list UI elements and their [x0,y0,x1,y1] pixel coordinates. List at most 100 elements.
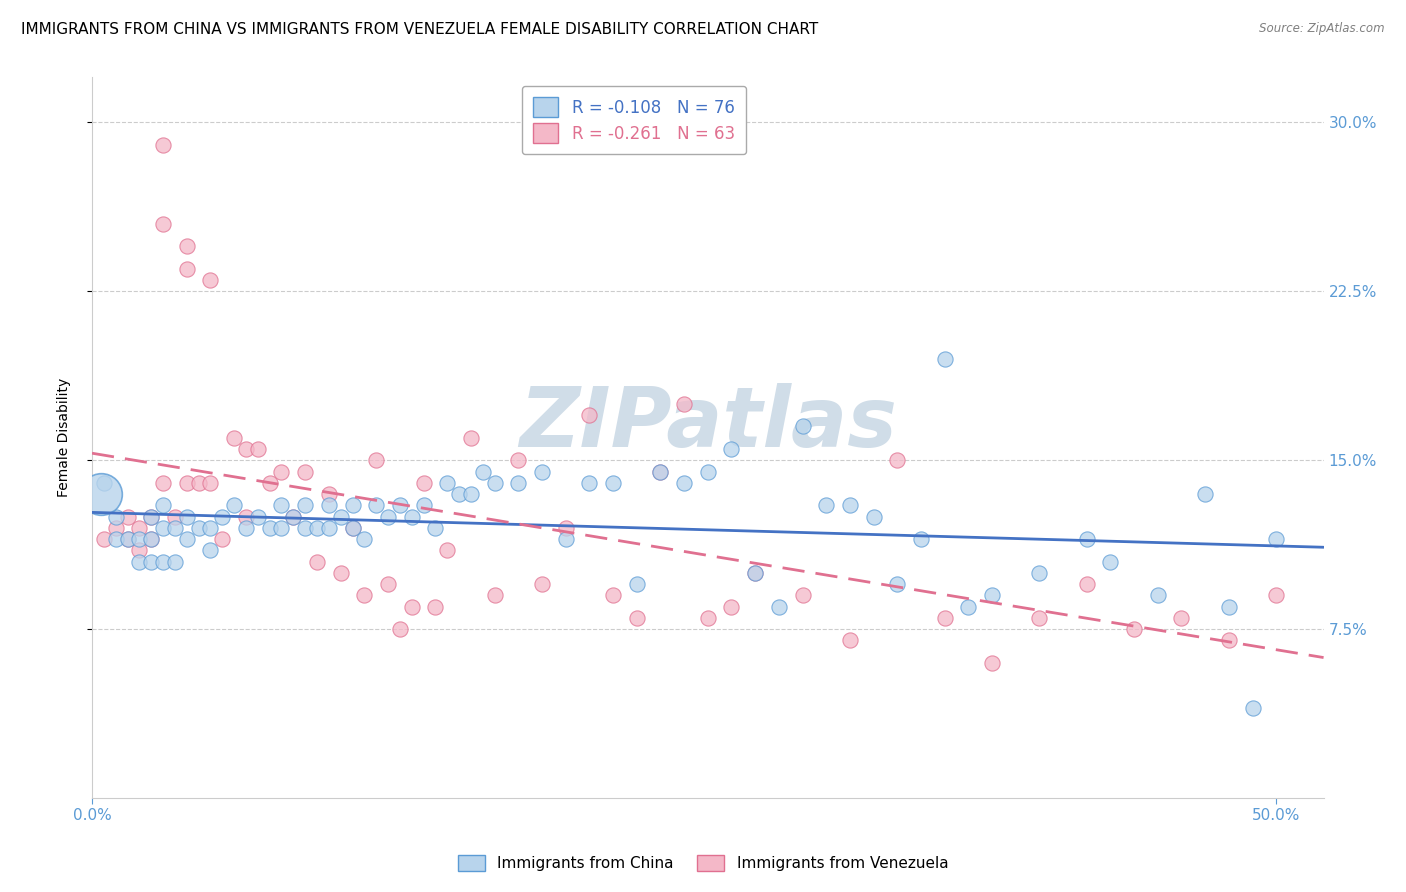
Point [176,509,198,524]
Point [388,622,411,636]
Point [366,453,388,467]
Y-axis label: Female Disability: Female Disability [58,378,72,498]
Point [673,475,696,490]
Point [152,555,174,569]
Point [246,509,269,524]
Point [152,498,174,512]
Point [294,465,316,479]
Point [1241,701,1264,715]
Point [342,521,364,535]
Point [401,599,423,614]
Point [602,588,624,602]
Point [934,351,956,366]
Point [934,611,956,625]
Point [508,453,530,467]
Point [294,498,316,512]
Point [1028,611,1050,625]
Point [141,532,163,546]
Point [224,431,246,445]
Point [815,498,838,512]
Point [318,521,340,535]
Point [401,509,423,524]
Point [981,588,1004,602]
Point [412,498,434,512]
Point [696,465,718,479]
Point [117,532,139,546]
Point [886,577,908,591]
Point [294,521,316,535]
Point [152,138,174,153]
Point [318,487,340,501]
Point [200,475,222,490]
Point [744,566,766,580]
Point [1028,566,1050,580]
Point [128,543,150,558]
Point [1170,611,1192,625]
Point [104,521,127,535]
Point [200,543,222,558]
Point [176,475,198,490]
Point [626,611,648,625]
Point [530,465,553,479]
Legend: Immigrants from China, Immigrants from Venezuela: Immigrants from China, Immigrants from V… [451,849,955,877]
Point [90,487,112,501]
Point [377,509,399,524]
Point [128,555,150,569]
Point [1099,555,1122,569]
Point [1218,599,1240,614]
Point [270,521,292,535]
Point [128,532,150,546]
Point [436,543,458,558]
Point [650,465,672,479]
Point [342,498,364,512]
Point [104,509,127,524]
Point [152,521,174,535]
Point [318,498,340,512]
Point [957,599,980,614]
Point [910,532,932,546]
Point [602,475,624,490]
Point [425,599,447,614]
Point [1076,577,1098,591]
Point [152,217,174,231]
Point [187,521,209,535]
Point [305,555,328,569]
Point [578,475,600,490]
Point [1265,588,1288,602]
Point [626,577,648,591]
Point [1076,532,1098,546]
Point [554,521,576,535]
Point [200,273,222,287]
Point [163,521,186,535]
Point [141,509,163,524]
Point [366,498,388,512]
Point [696,611,718,625]
Point [342,521,364,535]
Point [176,261,198,276]
Point [270,465,292,479]
Point [768,599,790,614]
Point [1146,588,1168,602]
Point [235,442,257,456]
Point [141,509,163,524]
Point [211,532,233,546]
Point [163,509,186,524]
Point [141,532,163,546]
Point [460,487,482,501]
Point [152,475,174,490]
Point [283,509,305,524]
Point [838,498,860,512]
Point [93,532,115,546]
Point [981,656,1004,670]
Point [650,465,672,479]
Point [128,521,150,535]
Point [377,577,399,591]
Point [200,521,222,535]
Point [720,442,742,456]
Point [838,633,860,648]
Point [176,532,198,546]
Point [425,521,447,535]
Point [259,521,281,535]
Point [744,566,766,580]
Point [554,532,576,546]
